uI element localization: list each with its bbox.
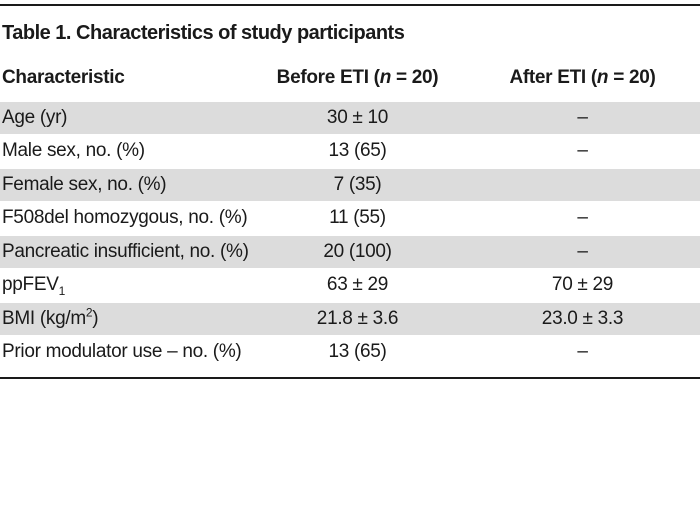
row-label-cell: Female sex, no. (%) [2, 173, 167, 195]
after-value-cell: – [577, 207, 588, 229]
header-row: Characteristic Before ETI (n = 20) After… [0, 56, 700, 101]
table-row-male-sex: Male sex, no. (%) 13 (65) – [0, 135, 700, 169]
before-value-cell: 13 (65) [328, 341, 387, 363]
table-row-female-sex: Female sex, no. (%) 7 (35) [0, 168, 700, 202]
table-row-f508del: F508del homozygous, no. (%) 11 (55) – [0, 202, 700, 236]
after-value-cell: 70 ± 29 [551, 274, 614, 296]
column-header-after-eti: After ETI (n = 20) [465, 56, 700, 101]
row-label-cell: Age (yr) [2, 106, 68, 128]
table-row-prior-modulator: Prior modulator use – no. (%) 13 (65) – [0, 336, 700, 369]
header-text: = 20) [608, 67, 656, 88]
label-subscript: 1 [58, 284, 66, 299]
after-value-cell: 23.0 ± 3.3 [541, 307, 624, 329]
row-label-text: ) [92, 307, 99, 329]
characteristics-table: Characteristic Before ETI (n = 20) After… [0, 56, 700, 368]
column-header-characteristic: Characteristic [2, 67, 125, 88]
before-value-cell: 11 (55) [329, 207, 386, 229]
row-label-cell: BMI (kg/m2) [0, 302, 250, 336]
bottom-rule [0, 377, 700, 379]
after-value-cell: – [577, 341, 588, 363]
before-value-cell: 7 (35) [333, 173, 382, 195]
row-label-text: BMI (kg/m [2, 307, 86, 329]
before-value-cell: 20 (100) [323, 240, 392, 262]
before-value-cell: 13 (65) [328, 140, 387, 162]
column-header-before-eti: Before ETI (n = 20) [250, 56, 465, 101]
row-label-cell: F508del homozygous, no. (%) [2, 207, 248, 229]
row-label-cell: Prior modulator use – no. (%) [2, 341, 242, 363]
before-value-cell: 21.8 ± 3.6 [316, 307, 399, 329]
table-row-pancreatic: Pancreatic insufficient, no. (%) 20 (100… [0, 235, 700, 269]
table-row-bmi: BMI (kg/m2) 21.8 ± 3.6 23.0 ± 3.3 [0, 302, 700, 336]
after-value-cell [465, 168, 700, 202]
table-row-ppfev1: ppFEV1 63 ± 29 70 ± 29 [0, 269, 700, 303]
table-title: Table 1. Characteristics of study partic… [2, 22, 405, 44]
row-label-cell: ppFEV1 [0, 269, 250, 303]
row-label-cell: Pancreatic insufficient, no. (%) [2, 240, 249, 262]
row-label-cell: Male sex, no. (%) [2, 140, 145, 162]
after-value-cell: – [577, 140, 588, 162]
n-symbol: n [596, 67, 609, 88]
after-value-cell: – [577, 240, 588, 262]
table-row-age: Age (yr) 30 ± 10 – [0, 101, 700, 135]
header-text: = 20) [391, 67, 439, 88]
label-superscript: 2 [85, 305, 93, 320]
before-value-cell: 63 ± 29 [326, 274, 389, 296]
top-rule [0, 4, 700, 6]
after-value-cell: – [577, 106, 588, 128]
row-label-text: ppFEV [2, 274, 59, 296]
header-text: After ETI ( [509, 67, 597, 88]
header-text: Before ETI ( [276, 67, 380, 88]
n-symbol: n [379, 67, 392, 88]
before-value-cell: 30 ± 10 [326, 106, 389, 128]
